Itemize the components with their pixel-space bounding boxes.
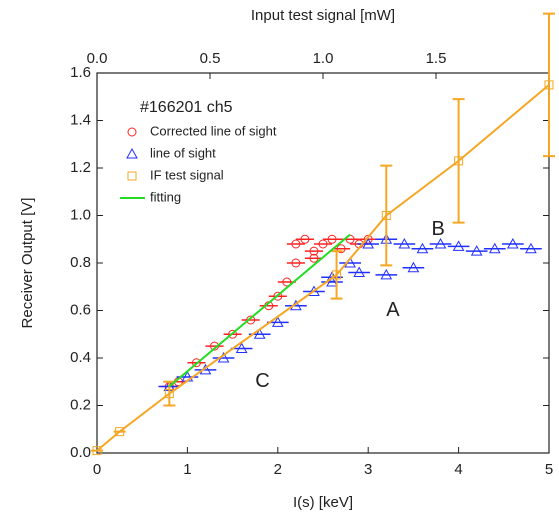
data-point — [416, 242, 429, 254]
y-tick-label: 1.2 — [70, 159, 91, 176]
y-error-bar — [380, 164, 393, 267]
data-point — [327, 234, 337, 244]
legend-label: line of sight — [150, 145, 216, 160]
data-point — [454, 156, 464, 166]
data-point — [380, 268, 393, 280]
data-point — [246, 315, 256, 325]
data-point — [353, 266, 366, 277]
legend-label: IF test signal — [150, 167, 224, 182]
annotation: A — [386, 299, 400, 321]
data-point — [191, 358, 201, 368]
x-tick-label: 2 — [274, 461, 282, 478]
data-point — [452, 240, 465, 251]
y-tick-label: 0.2 — [70, 396, 91, 413]
y-tick-label: 0.8 — [70, 254, 91, 271]
legend-swatch — [127, 171, 137, 181]
data-point — [544, 80, 554, 90]
x-tick-label: 5 — [545, 461, 553, 478]
legend-swatch — [127, 127, 137, 137]
data-point — [273, 291, 283, 301]
data-point — [308, 285, 320, 296]
data-point — [434, 237, 447, 249]
x-axis-label: I(s) [keV] — [293, 494, 353, 511]
x2-tick-label: 1.5 — [426, 50, 447, 67]
x-tick-label: 4 — [454, 461, 462, 478]
data-point — [300, 234, 310, 244]
y-tick-label: 1.4 — [70, 111, 91, 128]
y-tick-label: 1.6 — [70, 64, 91, 81]
x-tick-label: 0 — [93, 461, 101, 478]
x2-tick-label: 0.0 — [87, 50, 108, 67]
data-point — [309, 246, 319, 256]
annotation: B — [431, 218, 444, 240]
data-point — [282, 277, 292, 287]
data-point — [309, 253, 319, 263]
y-error-bar — [452, 98, 465, 224]
data-point — [164, 389, 174, 399]
data-point — [336, 244, 346, 254]
data-point — [253, 328, 266, 339]
x2-tick-label: 1.0 — [313, 50, 334, 67]
data-point — [291, 258, 301, 268]
data-point — [271, 316, 284, 327]
data-point — [407, 261, 420, 273]
data-point — [235, 342, 248, 353]
y-error-bar — [330, 250, 343, 300]
data-point — [470, 245, 483, 256]
legend-label: fitting — [150, 189, 181, 204]
x2-axis-label: Input test signal [mW] — [251, 7, 395, 24]
y-tick-label: 0.6 — [70, 301, 91, 318]
data-point — [92, 446, 102, 456]
data-point — [115, 427, 125, 437]
y-tick-label: 0.0 — [70, 444, 91, 461]
series-line — [96, 84, 550, 452]
series-line — [168, 233, 351, 388]
y-axis-label: Receiver Output [V] — [19, 198, 36, 329]
data-point — [525, 242, 537, 254]
y-error-bar — [543, 12, 555, 158]
data-point — [506, 237, 519, 249]
legend-swatch — [126, 147, 138, 159]
annotation: C — [255, 370, 269, 392]
data-point — [381, 211, 391, 220]
x-tick-label: 1 — [183, 461, 191, 478]
y-tick-label: 0.4 — [70, 349, 91, 366]
y-tick-label: 1.0 — [70, 206, 91, 223]
data-point — [228, 329, 238, 339]
data-point — [488, 242, 501, 254]
data-point — [332, 270, 342, 280]
x-tick-label: 3 — [364, 461, 372, 478]
legend-label: Corrected line of sight — [150, 123, 277, 138]
x2-tick-label: 0.5 — [200, 50, 221, 67]
data-point — [362, 237, 375, 249]
data-point — [398, 237, 411, 249]
annotation: #166201 ch5 — [140, 99, 233, 116]
